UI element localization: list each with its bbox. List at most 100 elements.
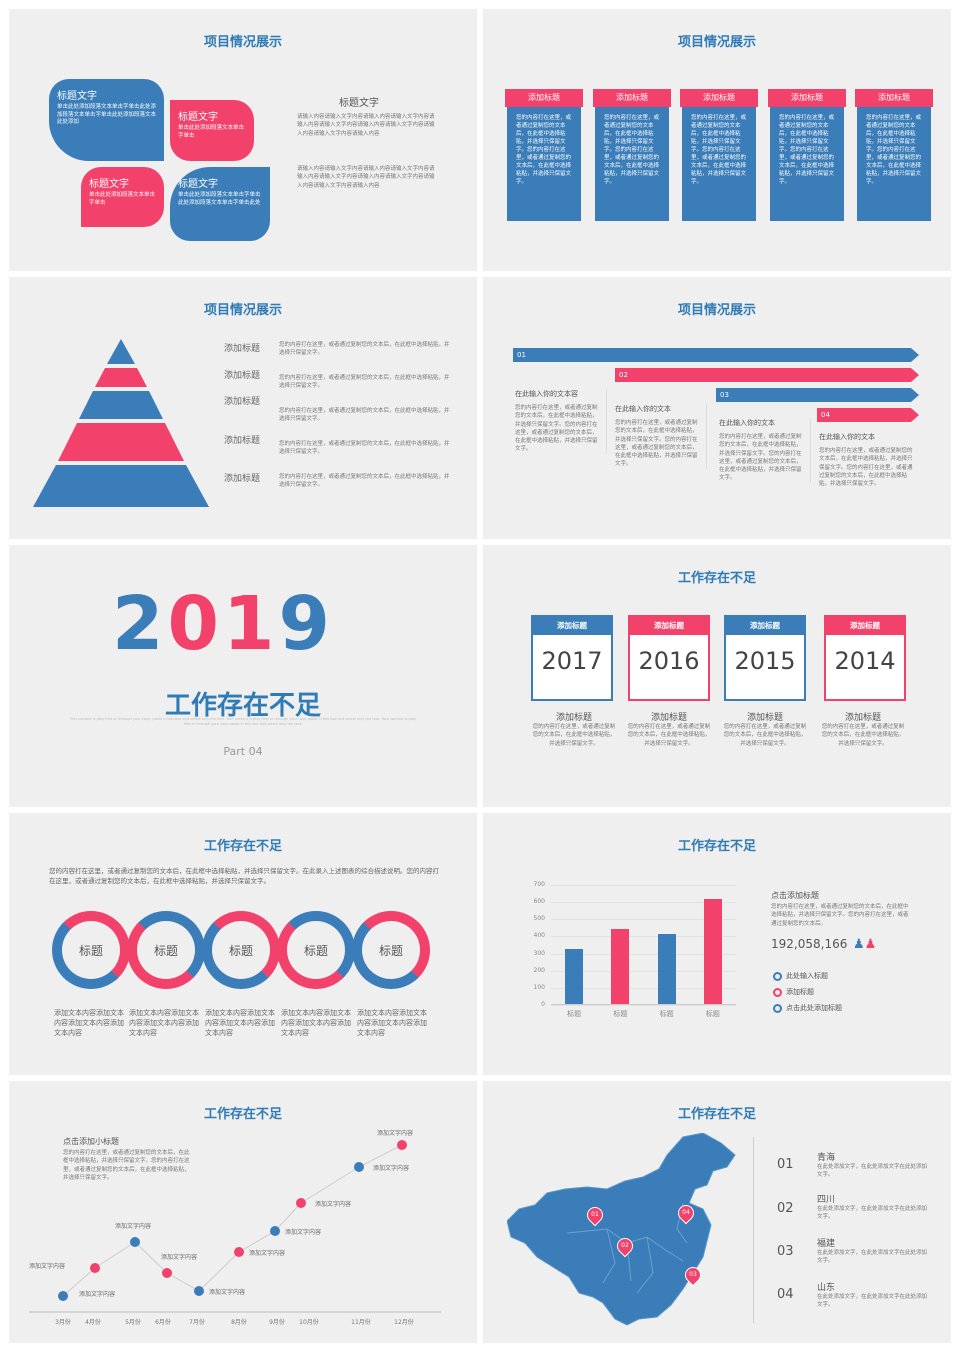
entry-name: 四川 — [817, 1195, 836, 1205]
side-title: 标题文字 — [339, 98, 379, 109]
calendar-year: 2014 — [834, 647, 896, 675]
ring-label: 标题 — [153, 943, 178, 958]
item-text: 您的内容打在这里，或者通过复制您的文本后，在此框中选择粘贴，并选择只保留文字。 — [279, 408, 450, 423]
ring-caption-4: 添加文本内容添加文本内容添加文本内容添加文本内容 — [281, 1009, 351, 1037]
legend-label: 点击此处添加标题 — [786, 1004, 842, 1012]
petal-3: 标题文字 单击此处添加段落文本单击字单击 — [81, 167, 164, 227]
slide-title: 工作存在不足 — [677, 571, 756, 586]
caption-text: 您的内容打在这里，或者通过复制您的文本后，在此框中选择粘贴，并选择只保留文字。 — [821, 724, 905, 747]
data-point — [194, 1286, 204, 1296]
block-3: 在此输入你的文本 您的内容打在这里，或者通过复制您的文本后，在此框中选择粘贴，并… — [719, 418, 811, 483]
petal-1: 标题文字 单击此处添加段落文本单击字单击此处添加段落文本单击字单击此处添加段落文… — [49, 79, 164, 161]
legend: 此处输入标题 添加标题 点击此处添加标题 — [773, 968, 842, 1016]
slide-8: 工作存在不足 700 600 500 400 300 200 100 0 标题 标题 标题 标题 点… — [483, 813, 951, 1075]
item-text: 您的内容打在这里，或者通过复制您的文本后，在此框中选择粘贴，并选择只保留文字。 — [279, 342, 450, 357]
entry-number: 01 — [777, 1157, 794, 1172]
y-tick-label: 400 — [533, 932, 545, 940]
entry-number: 04 — [777, 1287, 794, 1302]
column-header: 添加标题 — [593, 89, 671, 107]
gridline — [551, 1005, 736, 1006]
item-text: 您的内容打在这里，或者通过复制您的文本后，在此框中选择粘贴，并选择只保留文字。 — [279, 441, 450, 456]
entry-text: 在此处添加文字，在此处添加文字在此处添加文字。 — [817, 1250, 928, 1265]
column-text: 您的内容打在这里，或者通过复制您的文本后，在此框中选择粘贴，并选择只保留文字。您… — [779, 115, 835, 185]
legend-item: 点击此处添加标题 — [773, 1000, 842, 1016]
slide-title: 工作存在不足 — [677, 839, 756, 854]
petal-title: 标题文字 — [89, 179, 129, 190]
slide-2: 项目情况展示 添加标题 您的内容打在这里，或者通过复制您的文本后，在此框中选择粘贴… — [483, 9, 951, 271]
slide-title: 项目情况展示 — [203, 303, 282, 318]
slide-7: 工作存在不足 您的内容打在这里，或者通过复制您的文本后，在此框中选择粘贴，并选择… — [9, 813, 477, 1075]
caption-text: 您的内容打在这里，或者通过复制您的文本后，在此框中选择粘贴，并选择只保留文字。 — [723, 724, 807, 747]
card-caption-1: 添加标题 您的内容打在这里，或者通过复制您的文本后，在此框中选择粘贴，并选择只保… — [531, 710, 617, 748]
slide-title: 项目情况展示 — [677, 35, 756, 50]
bar — [703, 899, 722, 1004]
caption-label: 添加标题 — [555, 713, 592, 723]
data-point — [90, 1263, 100, 1273]
month-label: 10月份 — [299, 1319, 319, 1326]
petal-title: 标题文字 — [57, 91, 97, 102]
calendar-header: 添加标题 — [533, 617, 611, 635]
legend-item: 此处输入标题 — [773, 968, 842, 984]
legend-item: 添加标题 — [773, 984, 842, 1000]
bar — [657, 933, 676, 1004]
point-label: 添加文字内容 — [315, 1201, 352, 1208]
caption-label: 添加标题 — [844, 713, 881, 723]
info-title: 点击添加小标题 — [63, 1137, 119, 1146]
info-text: 您的内容打在这里，或者通过复制您的文本后，在此框中选择粘贴，并选择只保留文字。您… — [63, 1150, 190, 1181]
y-tick-label: 0 — [541, 1001, 545, 1008]
year-digit: 0 — [167, 581, 223, 667]
map-shape — [507, 1133, 736, 1326]
year-digit: 1 — [223, 581, 279, 667]
data-point — [162, 1268, 172, 1278]
y-tick-label: 300 — [533, 949, 545, 957]
entry-name: 青海 — [817, 1153, 836, 1163]
petal-title: 标题文字 — [178, 112, 218, 123]
x-tick-label: 标题 — [659, 1010, 674, 1018]
item-text: 您的内容打在这里，或者通过复制您的文本后，在此框中选择粘贴，并选择只保留文字。 — [279, 375, 450, 390]
data-points — [58, 1140, 407, 1301]
calendar-card-2: 添加标题 2016 — [628, 615, 710, 701]
calendar-card-1: 添加标题 2017 — [531, 615, 613, 701]
ring-caption-3: 添加文本内容添加文本内容添加文本内容添加文本内容 — [205, 1009, 275, 1037]
column-3: 添加标题 您的内容打在这里，或者通过复制您的文本后，在此框中选择粘贴，并选择只保留… — [680, 89, 758, 221]
map-pin-label: 04 — [682, 1209, 690, 1216]
side-text-1: 请输入内容请输入文字内容请输入内容请输入文字内容请输入内容请输入文字内容请输入内… — [297, 114, 435, 137]
entry-text: 在此处添加文字，在此处添加文字在此处添加文字。 — [817, 1294, 928, 1309]
data-point — [58, 1291, 68, 1301]
gridline — [551, 885, 736, 886]
calendar-year: 2015 — [734, 647, 796, 675]
petal-text: 单击此处添加段落文本单击字单击此处添加段落文本单击字单击此处 — [178, 192, 261, 206]
slide-title: 项目情况展示 — [677, 303, 756, 318]
block-text: 您的内容打在这里，或者通过复制您的文本后，在此框中选择粘贴，并选择只保留文字。您… — [819, 448, 913, 487]
slide-4: 项目情况展示 01 02 03 04 在此输入你的文本容 您的内容打在这里，或者… — [483, 277, 951, 539]
entry-text: 在此处添加文字，在此处添加文字在此处添加文字。 — [817, 1206, 928, 1221]
line-chart — [29, 1140, 441, 1313]
block-text: 您的内容打在这里，或者通过复制您的文本后，在此框中选择粘贴，并选择只保留文字。您… — [719, 434, 802, 482]
block-4: 在此输入你的文本 您的内容打在这里，或者通过复制您的文本后，在此框中选择粘贴，并… — [819, 432, 915, 488]
arrow-04: 04 — [817, 408, 919, 422]
arrow-02: 02 — [615, 368, 919, 382]
y-tick-label: 100 — [533, 983, 545, 991]
column-header: 添加标题 — [855, 89, 933, 107]
item-label: 添加标题 — [224, 436, 261, 446]
legend-circle-icon — [773, 987, 782, 997]
gridline — [551, 953, 736, 955]
legend-circle-icon — [773, 1003, 782, 1013]
bar — [611, 928, 630, 1004]
card-caption-4: 添加标题 您的内容打在这里，或者通过复制您的文本后，在此框中选择粘贴，并选择只保… — [820, 710, 906, 748]
data-point — [130, 1237, 140, 1247]
year-digit: 9 — [278, 581, 334, 667]
info-text: 您的内容打在这里，或者通过复制您的文本后，在此框中选择粘贴，并选择只保留文字。您… — [771, 904, 909, 927]
point-label: 添加文字内容 — [285, 1229, 322, 1236]
block-title: 在此输入你的文本 — [719, 419, 775, 427]
petal-text: 单击此处添加段落文本单击字单击此处添加段落文本单击字单击此处添加段落文本此处添加 — [57, 104, 157, 126]
calendar-year: 2016 — [638, 647, 700, 675]
bar — [565, 949, 584, 1004]
slide-title: 工作存在不足 — [203, 1107, 282, 1122]
column-5: 添加标题 您的内容打在这里，或者通过复制您的文本后，在此框中选择粘贴，并选择只保留… — [855, 89, 933, 221]
point-label: 添加文字内容 — [29, 1263, 66, 1270]
column-text: 您的内容打在这里，或者通过复制您的文本后，在此框中选择粘贴，并选择只保留文字。您… — [604, 115, 660, 185]
ring-1: 标题 — [52, 911, 130, 989]
pyramid-chart — [33, 339, 209, 507]
x-tick-label: 标题 — [705, 1010, 720, 1018]
